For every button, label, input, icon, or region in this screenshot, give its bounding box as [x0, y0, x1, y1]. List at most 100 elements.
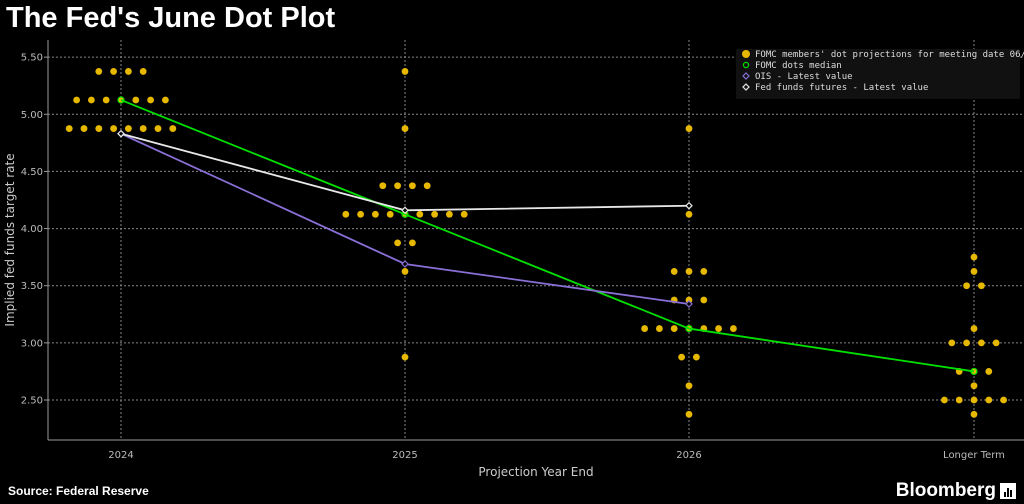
- fomc-dot: [978, 339, 985, 347]
- fomc-dot: [386, 210, 394, 218]
- chart-title: The Fed's June Dot Plot: [6, 2, 336, 34]
- y-tick-label: 5.00: [21, 110, 43, 121]
- futures-marker: [401, 206, 409, 215]
- fomc-dot: [460, 210, 468, 218]
- fomc-dot: [431, 210, 438, 218]
- y-tick-label: 3.00: [21, 338, 43, 349]
- fomc-dot: [685, 268, 693, 275]
- fomc-dot: [685, 125, 693, 132]
- ois-line: [120, 132, 690, 305]
- legend-ois-icon: [742, 72, 750, 80]
- legend-entry: Fed funds futures - Latest value: [755, 83, 928, 93]
- fomc-dot: [985, 396, 993, 404]
- futures-marker: [685, 201, 693, 210]
- fomc-dot: [992, 339, 1000, 347]
- fomc-dot: [124, 68, 132, 75]
- fomc-dot: [95, 125, 103, 132]
- x-tick-label: 2024: [108, 450, 133, 461]
- fomc-dot: [139, 125, 147, 132]
- fomc-dot: [963, 339, 970, 347]
- fomc-dot: [401, 68, 409, 75]
- fomc-dot: [670, 325, 678, 332]
- fomc-dot: [970, 268, 978, 275]
- median-line: [120, 99, 975, 373]
- x-axis-title: Projection Year End: [478, 465, 593, 479]
- y-tick-label: 2.50: [21, 396, 43, 407]
- fomc-dot: [394, 182, 401, 190]
- fomc-dot: [342, 210, 350, 218]
- ois-marker: [401, 260, 409, 268]
- bloomberg-logo: Bloomberg: [896, 480, 1016, 502]
- fomc-dot: [948, 339, 956, 347]
- legend-futures-icon: [742, 83, 750, 91]
- fomc-dot: [110, 68, 117, 75]
- fomc-dot: [656, 325, 663, 332]
- y-tick-label: 4.50: [21, 167, 43, 178]
- fomc-dot: [730, 325, 737, 332]
- fomc-dot: [73, 96, 80, 104]
- fomc-dot: [124, 125, 132, 132]
- fomc-dot: [423, 182, 431, 190]
- fomc-dot: [700, 296, 708, 304]
- fomc-dot: [670, 268, 678, 275]
- fomc-dot: [693, 353, 700, 361]
- y-tick-label: 4.00: [21, 224, 43, 235]
- fomc-dot: [700, 268, 708, 275]
- fomc-dot: [357, 210, 364, 218]
- fomc-dot: [65, 125, 73, 132]
- fomc-dot: [132, 96, 140, 104]
- fomc-dot: [955, 396, 963, 404]
- fomc-dot: [416, 210, 424, 218]
- fomc-dot: [970, 253, 978, 261]
- fomc-dot: [985, 368, 993, 375]
- fomc-dot: [641, 325, 648, 332]
- fomc-dot: [102, 96, 110, 104]
- fomc-dot: [970, 396, 978, 404]
- fomc-dot: [379, 182, 387, 190]
- legend-dot-icon: [742, 50, 750, 58]
- fomc-dot: [409, 182, 416, 190]
- y-tick-label: 5.50: [21, 53, 43, 64]
- fomc-dot: [139, 68, 147, 75]
- fomc-dot: [678, 353, 685, 361]
- legend-entry: OIS - Latest value: [755, 72, 853, 82]
- fomc-dot: [970, 382, 978, 390]
- fomc-dot: [80, 125, 88, 132]
- fomc-dot: [409, 239, 416, 247]
- brand-name: Bloomberg: [895, 480, 996, 501]
- fomc-dot: [88, 96, 95, 104]
- fomc-dot: [394, 239, 401, 247]
- median-marker: [685, 324, 693, 333]
- median-marker: [970, 367, 978, 376]
- fomc-dot: [147, 96, 155, 104]
- source-note: Source: Federal Reserve: [8, 484, 149, 498]
- fomc-dot: [110, 125, 117, 132]
- x-tick-label: 2026: [676, 450, 701, 461]
- fomc-dot: [941, 396, 948, 404]
- fomc-dot: [401, 353, 409, 361]
- fomc-dot: [169, 125, 177, 132]
- fomc-dot: [401, 268, 409, 275]
- legend-entry: FOMC dots median: [755, 61, 842, 71]
- y-tick-label: 3.50: [21, 281, 43, 292]
- fomc-dot: [685, 296, 693, 304]
- legend-median-icon: [742, 61, 750, 69]
- futures-marker: [117, 129, 125, 138]
- median-marker: [117, 96, 125, 104]
- y-axis-title: Implied fed funds target rate: [3, 153, 17, 326]
- legend-entry: FOMC members' dot projections for meetin…: [755, 50, 1024, 60]
- x-tick-label: 2025: [392, 450, 417, 461]
- fomc-dot: [372, 210, 379, 218]
- fomc-dot: [970, 325, 978, 332]
- ois-marker: [685, 300, 693, 308]
- fomc-dot: [162, 96, 169, 104]
- fomc-dot: [978, 282, 985, 290]
- fomc-dot: [963, 282, 970, 290]
- legend-box: [736, 49, 1020, 99]
- x-tick-label: Longer Term: [943, 450, 1005, 461]
- bloomberg-chart-icon: [1000, 483, 1016, 499]
- fomc-dot: [685, 410, 693, 418]
- fomc-dot: [970, 410, 978, 418]
- fomc-dot: [95, 68, 103, 75]
